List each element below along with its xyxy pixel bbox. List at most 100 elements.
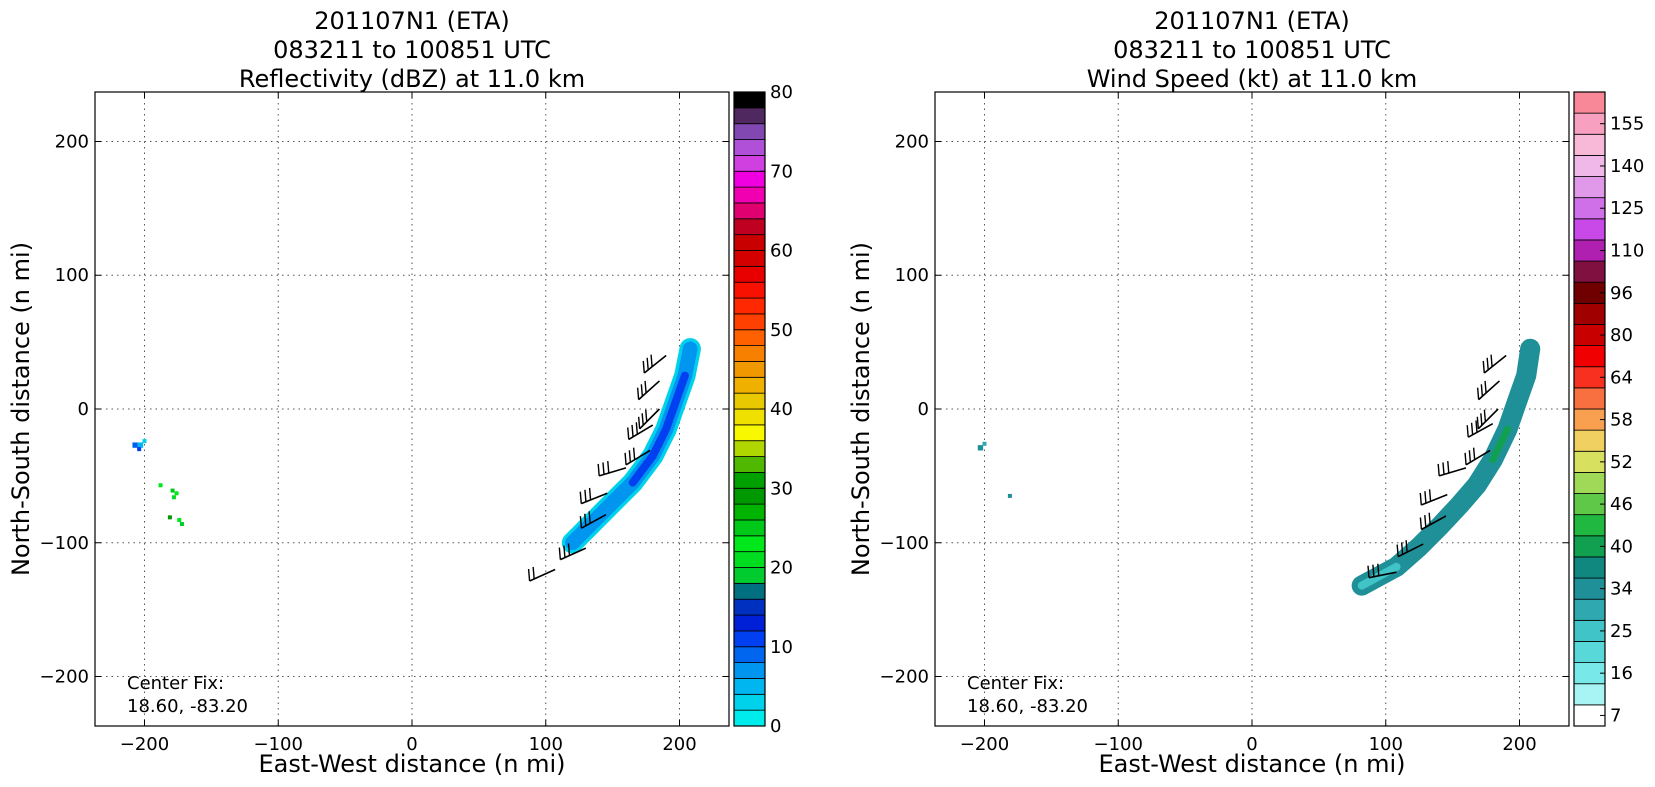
colorbar-tick-label: 52 bbox=[1610, 452, 1633, 473]
wind-barb-feather bbox=[1400, 542, 1404, 555]
wind-barb-feather bbox=[1419, 492, 1422, 506]
wind-barb-feather bbox=[579, 516, 583, 529]
echo-cell bbox=[137, 447, 142, 452]
wind-barb-staff bbox=[581, 513, 607, 529]
echo-cell bbox=[174, 491, 179, 496]
x-tick-label: 0 bbox=[406, 734, 417, 755]
wind-barb bbox=[1367, 563, 1397, 579]
wind-barb-staff bbox=[1421, 515, 1447, 531]
colorbar-bin bbox=[733, 123, 766, 140]
colorbar-bin bbox=[733, 361, 766, 378]
colorbar-bin bbox=[733, 662, 766, 679]
colorbar-frame bbox=[1573, 91, 1606, 727]
wind-barb-feather bbox=[1490, 354, 1493, 367]
wind-barb bbox=[1437, 460, 1467, 477]
y-tick-label: 0 bbox=[78, 399, 89, 420]
colorbar-tick-label: 0 bbox=[770, 716, 781, 737]
y-tick-label: 0 bbox=[918, 399, 929, 420]
y-axis-label: North-South distance (n mi) bbox=[847, 242, 875, 576]
wind-barb-feather bbox=[584, 513, 587, 526]
chart-title-line: 083211 to 100851 UTC bbox=[1113, 36, 1391, 64]
colorbar-tick-label: 10 bbox=[770, 637, 793, 658]
wind-barb bbox=[1419, 489, 1448, 506]
colorbar-bin bbox=[733, 567, 766, 584]
colorbar-tick-label: 30 bbox=[770, 478, 793, 499]
y-tick-label: 200 bbox=[895, 131, 929, 152]
wind-barb-feather bbox=[597, 463, 600, 476]
echo-cell bbox=[158, 483, 163, 488]
wind-barb-feather bbox=[1475, 420, 1478, 433]
wind-barb-staff bbox=[1477, 408, 1499, 430]
wind-barb-staff bbox=[1420, 493, 1448, 506]
wind-barb-feather bbox=[1480, 413, 1483, 426]
wind-barb-feather bbox=[1424, 515, 1427, 528]
wind-barb-feather bbox=[1464, 452, 1467, 465]
wind-barb-feather bbox=[644, 380, 647, 394]
y-tick-label: −100 bbox=[40, 533, 89, 554]
echo-cell bbox=[177, 518, 182, 523]
wind-barb bbox=[636, 380, 660, 401]
center-fix-annotation: Center Fix: bbox=[127, 673, 224, 694]
echo-cells bbox=[977, 441, 1012, 498]
wind-barb-staff bbox=[639, 408, 661, 430]
wind-barb-feather bbox=[640, 384, 644, 397]
wind-barb-staff bbox=[1397, 543, 1424, 558]
wind-barb-feather bbox=[1476, 387, 1480, 400]
wind-barb-staff bbox=[560, 547, 587, 561]
echo-cell bbox=[170, 488, 175, 493]
colorbar-tick-label: 40 bbox=[1610, 536, 1633, 557]
plot-area bbox=[95, 92, 729, 726]
colorbar-bin bbox=[1573, 176, 1606, 199]
echo-band bbox=[561, 338, 701, 554]
wind-barb-feather bbox=[584, 489, 587, 502]
wind-barb-staff bbox=[598, 467, 627, 477]
wind-barb-feather bbox=[1486, 357, 1489, 370]
wind-barb bbox=[642, 354, 667, 374]
colorbar-bin bbox=[733, 329, 766, 347]
wind-barb-feather bbox=[628, 450, 632, 463]
chart-title-line: 201107N1 (ETA) bbox=[314, 7, 510, 35]
wind-barb-feather bbox=[1472, 447, 1476, 460]
wind-barb-feather bbox=[650, 354, 653, 367]
wind-barb-feather bbox=[635, 422, 639, 435]
wind-barb-feather bbox=[567, 543, 571, 556]
y-tick-label: 100 bbox=[55, 265, 89, 286]
colorbar-tick-label: 110 bbox=[1610, 241, 1644, 262]
wind-barb-staff bbox=[529, 568, 556, 582]
wind-barb-staff bbox=[1465, 449, 1491, 466]
wind-barb bbox=[1482, 354, 1507, 374]
colorbar-bin bbox=[733, 646, 766, 664]
y-tick-label: 200 bbox=[55, 131, 89, 152]
wind-barb-feather bbox=[1377, 563, 1380, 576]
wind-barb-feather bbox=[1447, 460, 1450, 474]
colorbar-bin bbox=[1573, 598, 1606, 621]
wind-barb-staff bbox=[628, 424, 654, 441]
colorbar-bin bbox=[733, 281, 766, 299]
axis-ticks: −200 −100 0 100 200 −200 −100 0 100 200 bbox=[880, 92, 1569, 755]
y-axis-label: North-South distance (n mi) bbox=[7, 242, 35, 576]
colorbar-bin bbox=[1573, 260, 1606, 283]
wind-barbs bbox=[527, 354, 667, 582]
colorbar-bin bbox=[733, 614, 766, 632]
x-tick-label: −100 bbox=[1094, 734, 1143, 755]
wind-barb-feather bbox=[588, 487, 592, 501]
colorbar-bin bbox=[733, 456, 766, 473]
echo-cell bbox=[167, 515, 172, 520]
colorbar-bin bbox=[733, 598, 766, 616]
wind-barb bbox=[1419, 512, 1447, 531]
wind-barb-feather bbox=[1480, 384, 1484, 397]
echo-cell bbox=[171, 495, 176, 500]
wind-barb-feather bbox=[1476, 416, 1480, 429]
wind-barb-feather bbox=[607, 460, 610, 474]
x-axis-label: East-West distance (n mi) bbox=[1098, 750, 1405, 778]
wind-barb-feather bbox=[1470, 422, 1474, 435]
wind-barb-staff bbox=[580, 492, 608, 505]
wind-barb-feather bbox=[1482, 360, 1485, 374]
colorbar-bin bbox=[1573, 429, 1606, 452]
colorbar-bin bbox=[733, 91, 766, 109]
x-tick-label: −100 bbox=[254, 734, 303, 755]
colorbar-bin bbox=[733, 265, 766, 283]
wind-barb-feather bbox=[1468, 450, 1472, 463]
colorbar-bin bbox=[733, 170, 766, 188]
colorbar-bin bbox=[733, 107, 766, 125]
